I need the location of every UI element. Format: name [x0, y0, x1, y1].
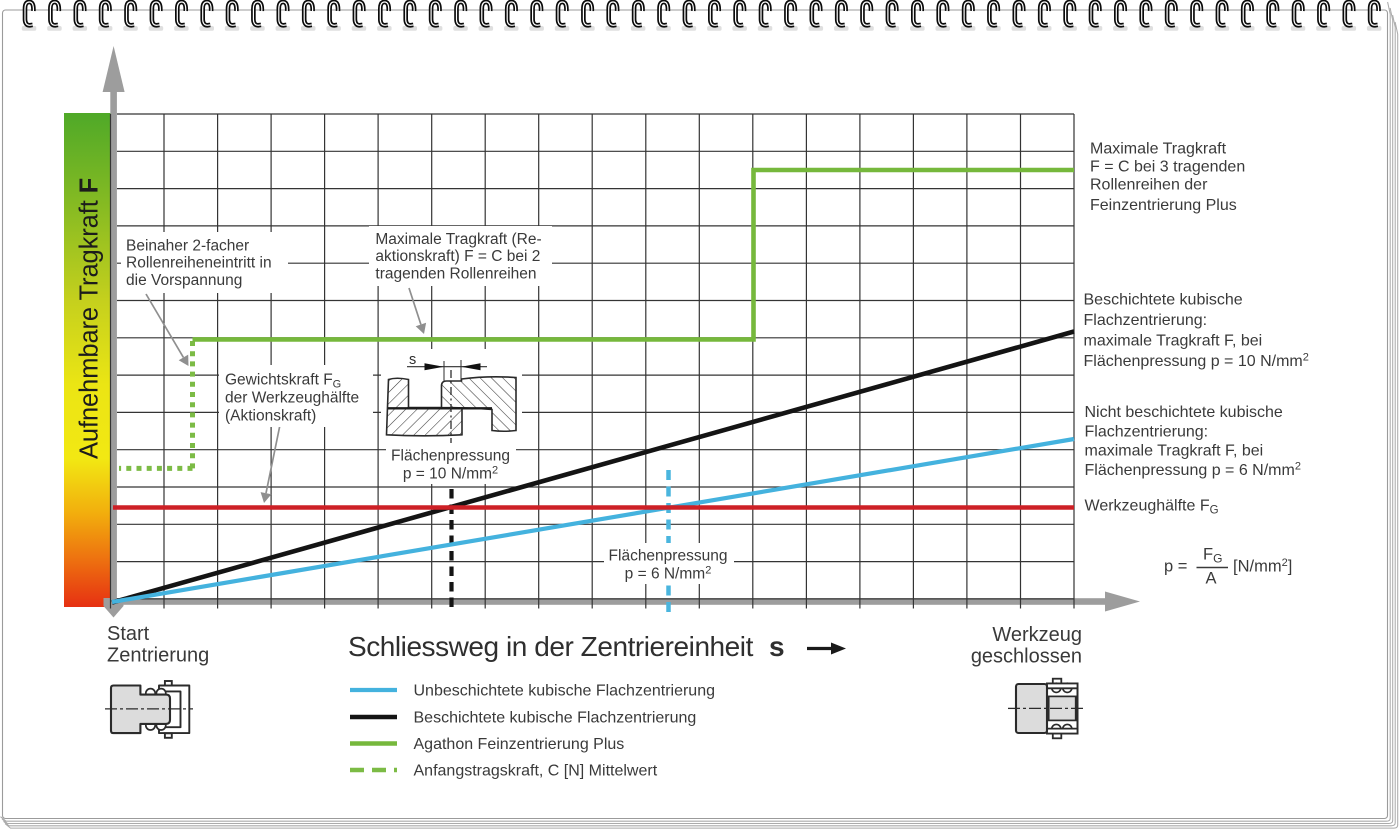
svg-text:p = 6 N/mm2: p = 6 N/mm2: [625, 565, 712, 583]
svg-text:geschlossen: geschlossen: [971, 646, 1082, 668]
svg-text:Aufnehmbare Tragkraft F: Aufnehmbare Tragkraft F: [76, 178, 104, 459]
svg-text:Start: Start: [107, 623, 150, 645]
svg-text:Flächenpressung p = 6 N/mm2: Flächenpressung p = 6 N/mm2: [1085, 461, 1301, 480]
svg-text:Beschichtete kubische: Beschichtete kubische: [1084, 292, 1243, 309]
svg-text:Rollenreihen der: Rollenreihen der: [1090, 177, 1208, 194]
svg-text:der Werkzeughälfte: der Werkzeughälfte: [225, 390, 359, 407]
svg-text:Gewichtskraft FG: Gewichtskraft FG: [225, 372, 341, 391]
svg-text:Unbeschichtete kubische Flachz: Unbeschichtete kubische Flachzentrierung: [414, 683, 716, 700]
svg-text:Beschichtete kubische Flachzen: Beschichtete kubische Flachzentrierung: [414, 710, 697, 727]
svg-text:Werkzeug: Werkzeug: [992, 624, 1082, 646]
svg-text:Maximale Tragkraft: Maximale Tragkraft: [1090, 141, 1227, 158]
svg-text:Flachzentrierung:: Flachzentrierung:: [1084, 312, 1208, 329]
svg-text:maximale Tragkraft F, bei: maximale Tragkraft F, bei: [1085, 443, 1264, 460]
svg-text:Werkzeughälfte FG: Werkzeughälfte FG: [1085, 498, 1219, 517]
svg-text:Flächenpressung: Flächenpressung: [391, 448, 510, 465]
svg-text:Maximale Tragkraft (Re-: Maximale Tragkraft (Re-: [375, 231, 541, 248]
svg-text:Feinzentrierung Plus: Feinzentrierung Plus: [1090, 197, 1237, 214]
svg-text:Flächenpressung p = 10 N/mm2: Flächenpressung p = 10 N/mm2: [1084, 352, 1309, 371]
svg-text:Rollenreiheneintritt in: Rollenreiheneintritt in: [126, 255, 272, 272]
svg-text:(Aktionskraft): (Aktionskraft): [225, 408, 316, 425]
svg-text:Flachzentrierung:: Flachzentrierung:: [1085, 424, 1209, 441]
svg-text:A: A: [1206, 570, 1217, 588]
svg-text:[N/mm2]: [N/mm2]: [1233, 557, 1292, 576]
svg-text:Beinaher 2-facher: Beinaher 2-facher: [126, 237, 249, 254]
svg-text:Schliessweg in der Zentrierein: Schliessweg in der Zentriereinheit: [348, 631, 754, 662]
svg-text:Nicht beschichtete kubische: Nicht beschichtete kubische: [1085, 404, 1283, 421]
svg-text:maximale Tragkraft F, bei: maximale Tragkraft F, bei: [1084, 333, 1263, 350]
svg-text:aktionskraft) F = C bei 2: aktionskraft) F = C bei 2: [375, 248, 540, 265]
svg-text:p =: p =: [1164, 558, 1187, 576]
svg-text:Flächenpressung: Flächenpressung: [609, 548, 728, 565]
svg-text:die Vorspannung: die Vorspannung: [126, 272, 242, 289]
svg-text:F = C bei 3 tragenden: F = C bei 3 tragenden: [1090, 159, 1245, 176]
svg-text:Zentrierung: Zentrierung: [107, 645, 209, 667]
svg-text:s: s: [769, 631, 785, 662]
svg-text:tragenden Rollenreihen: tragenden Rollenreihen: [375, 266, 536, 283]
svg-text:Anfangstragskraft, C [N] Mitte: Anfangstragskraft, C [N] Mittelwert: [414, 763, 658, 780]
svg-text:Agathon Feinzentrierung Plus: Agathon Feinzentrierung Plus: [414, 736, 625, 753]
svg-text:p = 10 N/mm2: p = 10 N/mm2: [403, 465, 498, 483]
svg-text:s: s: [409, 352, 416, 368]
